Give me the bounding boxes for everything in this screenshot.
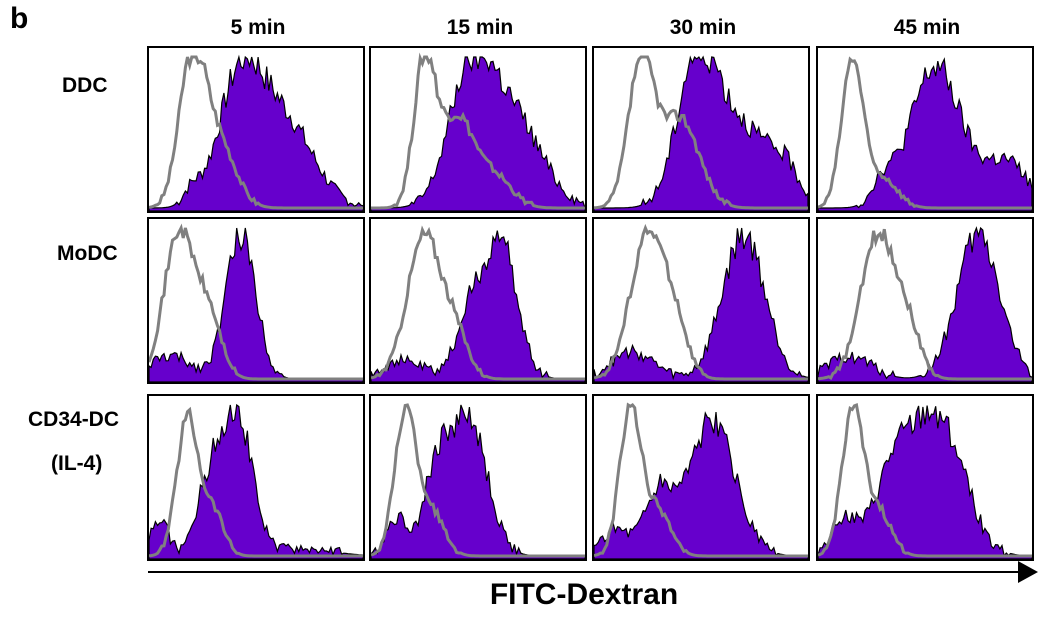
sample-histogram [149,54,363,211]
sample-histogram [371,230,585,382]
control-histogram [149,223,363,381]
sample-histogram [149,403,363,559]
sample-histogram [149,227,363,382]
row-label: (IL-4) [51,452,103,475]
histogram-panel [147,394,365,561]
column-label: 5 min [230,16,286,39]
control-histogram [149,406,363,558]
column-label: 15 min [446,16,514,39]
histogram-panel [369,46,587,213]
histogram-panel [816,46,1034,213]
sample-histogram [818,226,1032,382]
histogram-panel [369,394,587,561]
row-label: DDC [62,74,108,97]
row-label: MoDC [57,242,118,265]
column-label: 30 min [669,16,737,39]
histogram-panel [147,46,365,213]
histogram-panel [147,217,365,384]
sample-histogram [594,55,808,211]
sample-histogram [818,405,1032,559]
histogram-panel [592,394,810,561]
control-histogram [371,403,585,558]
control-histogram [594,402,808,558]
x-axis-label: FITC-Dextran [489,578,679,611]
sample-histogram [818,57,1032,211]
control-histogram [371,225,585,381]
row-label: CD34-DC [28,408,120,431]
histogram-panel [369,217,587,384]
histogram-panel [592,46,810,213]
sample-histogram [594,227,808,382]
panel-letter: b [10,2,29,35]
control-histogram [594,55,808,210]
x-axis-arrowhead [1018,561,1038,583]
control-histogram [594,223,808,381]
column-label: 45 min [893,16,961,39]
sample-histogram [371,404,585,559]
sample-histogram [594,411,808,559]
control-histogram [818,56,1032,210]
control-histogram [818,228,1032,381]
histogram-panel [592,217,810,384]
histogram-panel [816,394,1034,561]
control-histogram [818,402,1032,558]
control-histogram [149,55,363,210]
x-axis-line [148,571,1020,573]
sample-histogram [371,56,585,211]
histogram-panel [816,217,1034,384]
control-histogram [371,52,585,210]
